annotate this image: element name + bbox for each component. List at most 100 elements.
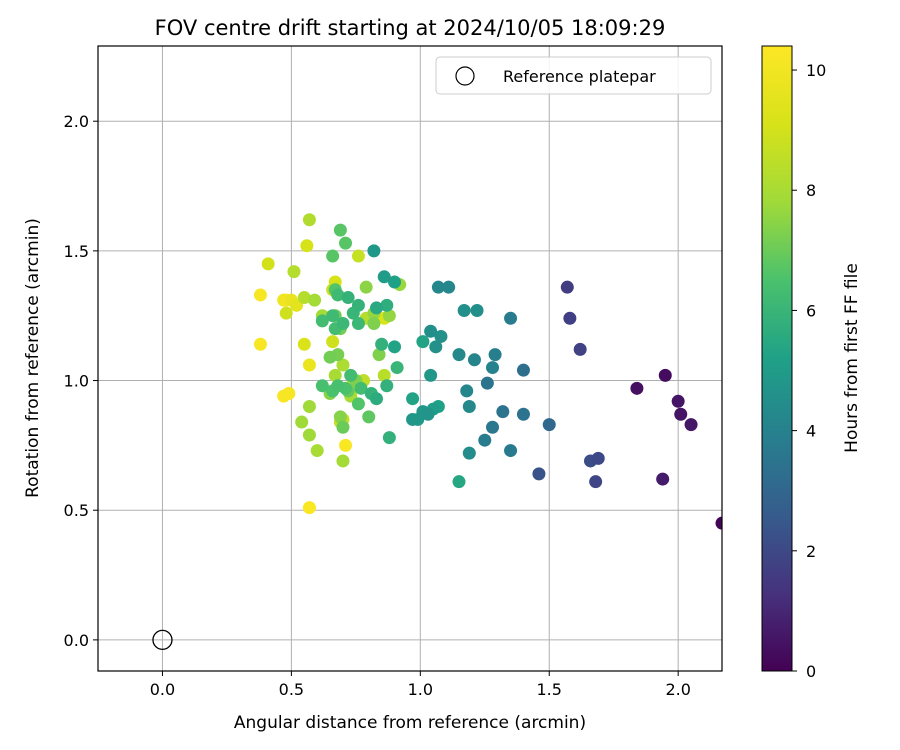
data-point xyxy=(310,444,324,458)
data-point xyxy=(354,381,368,395)
data-point xyxy=(480,376,494,390)
data-point xyxy=(344,368,358,382)
colorbar-tick-label: 10 xyxy=(806,61,826,80)
data-point xyxy=(336,454,350,468)
data-point xyxy=(486,420,500,434)
data-point xyxy=(504,444,518,458)
data-point xyxy=(424,324,438,338)
data-point xyxy=(367,244,381,258)
data-point xyxy=(351,397,365,411)
colorbar-ticks: 0 2 4 6 8 10 xyxy=(792,61,826,681)
data-point xyxy=(261,257,275,271)
legend-marker xyxy=(455,66,475,86)
data-point xyxy=(315,379,329,393)
data-point xyxy=(333,223,347,237)
data-point xyxy=(560,280,574,294)
data-point xyxy=(457,304,471,318)
data-point xyxy=(308,293,322,307)
data-point xyxy=(326,335,340,349)
data-point xyxy=(516,407,530,421)
data-point xyxy=(486,361,500,375)
x-tick-label: 1.5 xyxy=(537,680,562,699)
data-point xyxy=(326,249,340,263)
data-point xyxy=(462,399,476,413)
data-point xyxy=(382,431,396,445)
data-point xyxy=(377,270,391,284)
colorbar-gradient xyxy=(762,46,792,671)
data-point xyxy=(380,298,394,312)
data-point xyxy=(362,410,376,424)
data-point xyxy=(297,337,311,351)
data-point xyxy=(323,350,337,364)
data-point xyxy=(253,288,267,302)
data-point xyxy=(462,446,476,460)
data-point xyxy=(452,348,466,362)
data-point xyxy=(442,280,456,294)
data-point xyxy=(351,249,365,263)
data-point xyxy=(333,410,347,424)
colorbar-tick-label: 0 xyxy=(806,662,816,681)
data-point xyxy=(424,368,438,382)
y-tick-label: 2.0 xyxy=(64,112,89,131)
data-point xyxy=(573,342,587,356)
data-point xyxy=(339,236,353,250)
data-point xyxy=(406,392,420,406)
grid xyxy=(98,46,722,671)
x-tick-label: 0.5 xyxy=(279,680,304,699)
data-point xyxy=(339,438,353,452)
data-point xyxy=(302,501,316,515)
y-tick-label: 0.5 xyxy=(64,501,89,520)
data-point xyxy=(715,516,722,530)
colorbar: 0 2 4 6 8 10 Hours from first FF file xyxy=(761,45,862,681)
data-point xyxy=(684,418,698,432)
data-point xyxy=(336,358,350,372)
colorbar-tick-label: 8 xyxy=(806,181,816,200)
legend-label: Reference platepar xyxy=(503,67,656,86)
data-point xyxy=(287,265,301,279)
data-point xyxy=(563,311,577,325)
legend-box xyxy=(435,56,712,95)
plot-frame xyxy=(97,45,723,672)
data-point xyxy=(302,213,316,227)
data-point xyxy=(478,433,492,447)
data-point xyxy=(431,280,445,294)
x-tick-label: 2.0 xyxy=(665,680,690,699)
data-point xyxy=(656,472,670,486)
x-axis-label: Angular distance from reference (arcmin) xyxy=(234,713,586,733)
data-point xyxy=(326,309,340,323)
y-tick-label: 0.0 xyxy=(64,631,89,650)
data-point xyxy=(589,475,603,489)
data-points xyxy=(253,213,722,530)
data-point xyxy=(504,311,518,325)
colorbar-tick-label: 4 xyxy=(806,422,816,441)
data-point xyxy=(331,288,345,302)
data-point xyxy=(351,316,365,330)
y-axis-ticks: 0.0 0.5 1.0 1.5 2.0 xyxy=(64,112,98,650)
data-point xyxy=(516,363,530,377)
legend: Reference platepar xyxy=(435,56,712,95)
data-point xyxy=(367,316,381,330)
data-point xyxy=(359,280,373,294)
data-point xyxy=(328,368,342,382)
colorbar-tick-label: 6 xyxy=(806,301,816,320)
x-tick-label: 1.0 xyxy=(408,680,433,699)
data-point xyxy=(302,399,316,413)
data-point xyxy=(671,394,685,408)
data-point xyxy=(496,405,510,419)
data-point xyxy=(388,275,402,289)
y-axis-label: Rotation from reference (arcmin) xyxy=(23,218,43,498)
data-point xyxy=(467,353,481,367)
data-point xyxy=(282,387,296,401)
data-point xyxy=(421,407,435,421)
data-point xyxy=(295,415,309,429)
data-point xyxy=(302,358,316,372)
reference-marker xyxy=(152,629,173,651)
reference-point xyxy=(152,629,173,651)
data-point xyxy=(390,361,404,375)
data-point xyxy=(369,392,383,406)
data-point xyxy=(369,301,383,315)
data-point xyxy=(460,384,474,398)
data-point xyxy=(388,340,402,354)
data-point xyxy=(429,340,443,354)
